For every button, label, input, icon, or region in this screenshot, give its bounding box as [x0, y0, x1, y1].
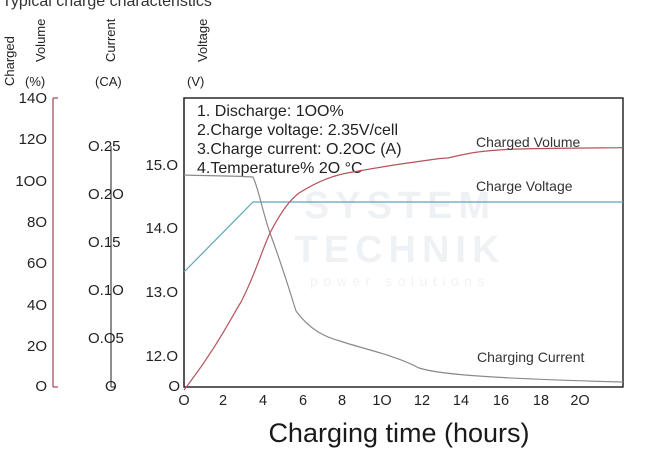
svg-text:6O: 6O	[27, 255, 47, 272]
svg-text:3.Charge current: O.2OC (A): 3.Charge current: O.2OC (A)	[197, 141, 402, 158]
svg-text:2: 2	[219, 393, 227, 409]
svg-text:13.O: 13.O	[145, 284, 178, 301]
svg-text:6: 6	[299, 393, 307, 409]
svg-text:power solutions: power solutions	[310, 273, 490, 289]
svg-text:(V): (V)	[187, 74, 204, 89]
svg-text:14O: 14O	[19, 90, 47, 107]
svg-text:O.15: O.15	[88, 234, 121, 251]
svg-text:Typical charge characteristics: Typical charge characteristics	[2, 0, 212, 10]
svg-text:(CA): (CA)	[95, 74, 122, 89]
svg-text:Charged: Charged	[2, 36, 17, 86]
svg-text:12.O: 12.O	[145, 348, 178, 365]
svg-text:Volume: Volume	[33, 19, 48, 62]
svg-text:1. Discharge: 1OO%: 1. Discharge: 1OO%	[197, 103, 344, 120]
svg-text:16: 16	[493, 393, 509, 409]
svg-text:Charging Current: Charging Current	[477, 349, 584, 365]
svg-text:1OO: 1OO	[15, 173, 47, 190]
svg-text:O.O5: O.O5	[88, 330, 124, 347]
svg-text:18: 18	[533, 393, 549, 409]
svg-text:Current: Current	[103, 18, 118, 62]
svg-text:O.25: O.25	[88, 138, 121, 155]
svg-text:8: 8	[338, 393, 346, 409]
svg-text:12O: 12O	[19, 131, 47, 148]
svg-text:O: O	[105, 378, 117, 395]
svg-text:O.1O: O.1O	[88, 282, 124, 299]
svg-text:14: 14	[453, 393, 469, 409]
svg-text:4.Temperature% 2O °C: 4.Temperature% 2O °C	[197, 160, 363, 177]
svg-text:15.O: 15.O	[145, 157, 178, 174]
svg-text:4: 4	[259, 393, 267, 409]
svg-text:Charge Voltage: Charge Voltage	[476, 178, 573, 194]
svg-text:Charged Volume: Charged Volume	[476, 134, 581, 150]
svg-text:(%): (%)	[25, 74, 45, 89]
svg-text:2O: 2O	[570, 393, 589, 409]
svg-text:Charging time (hours): Charging time (hours)	[268, 418, 529, 448]
svg-text:8O: 8O	[27, 214, 47, 231]
svg-text:SYSTEM: SYSTEM	[304, 185, 496, 227]
svg-text:O: O	[178, 393, 189, 409]
svg-text:Voltage: Voltage	[195, 19, 210, 62]
svg-text:14.O: 14.O	[145, 220, 178, 237]
svg-text:12: 12	[414, 393, 430, 409]
svg-text:O.2O: O.2O	[88, 186, 124, 203]
svg-text:1O: 1O	[372, 393, 391, 409]
svg-text:4O: 4O	[27, 297, 47, 314]
svg-text:2O: 2O	[27, 338, 47, 355]
svg-text:2.Charge voltage: 2.35V/cell: 2.Charge voltage: 2.35V/cell	[197, 122, 398, 139]
svg-text:O: O	[35, 378, 47, 395]
svg-text:TECHNIK: TECHNIK	[295, 229, 506, 271]
